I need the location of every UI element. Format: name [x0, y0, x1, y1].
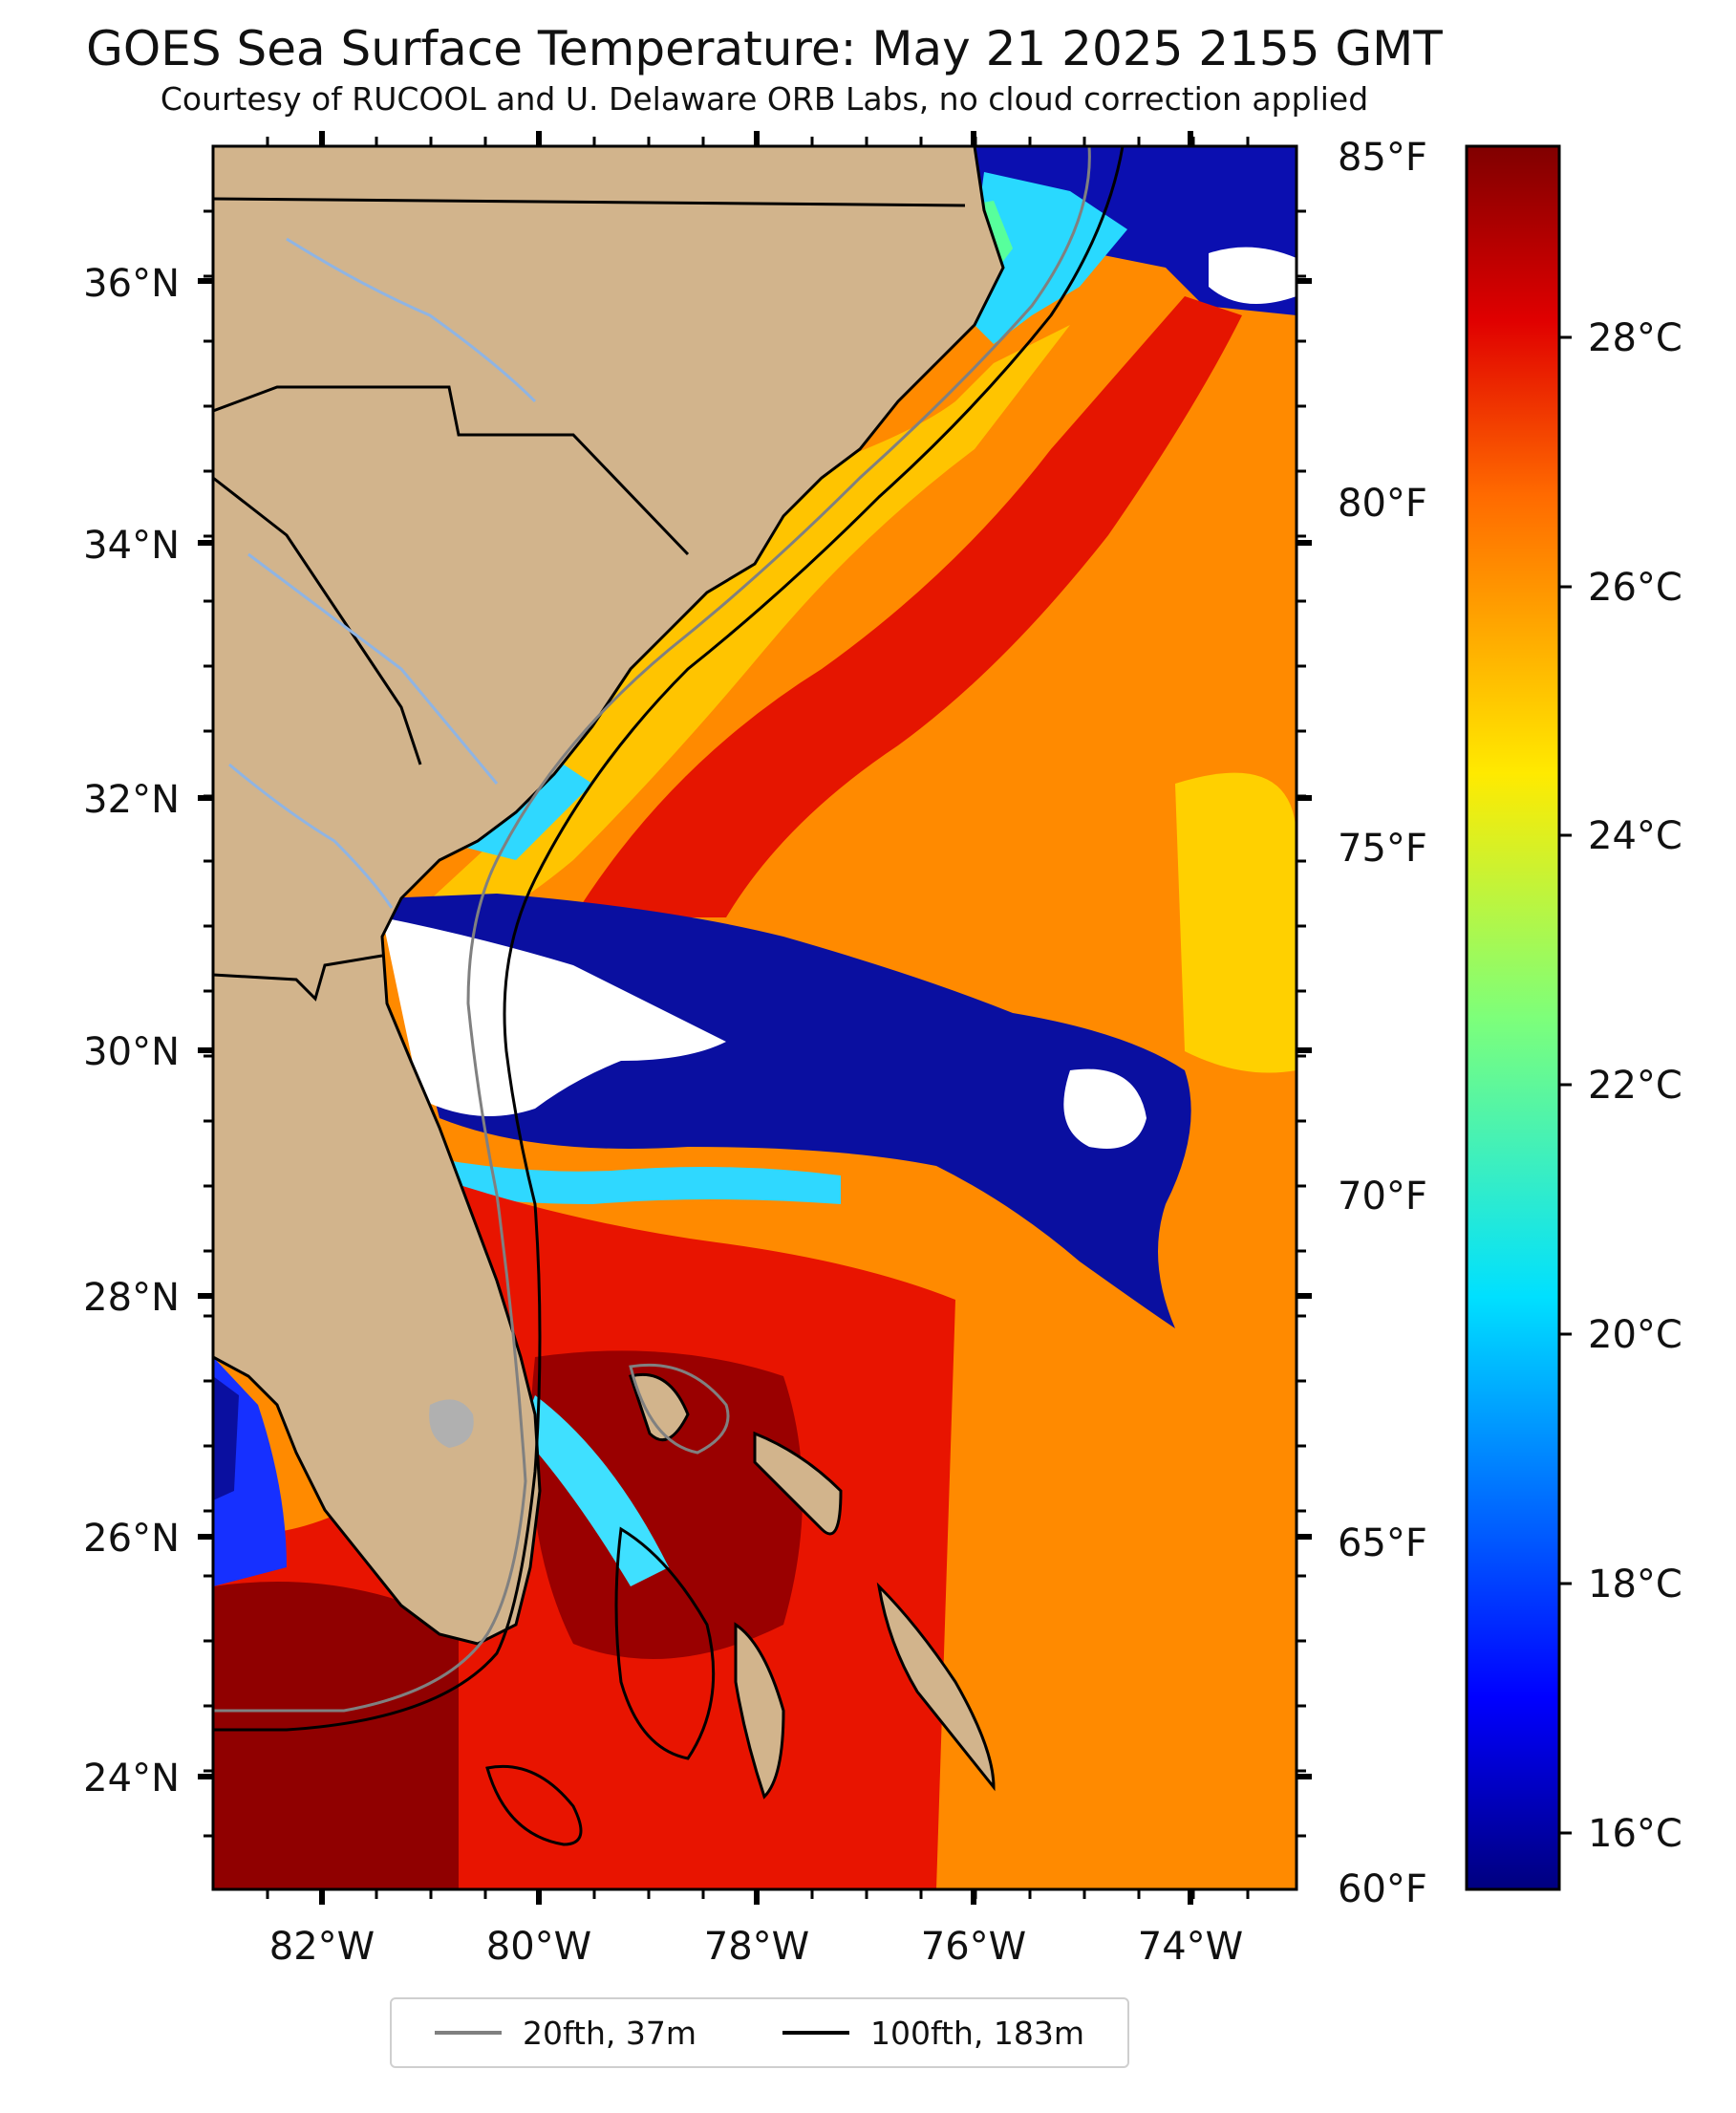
contour-bank-2	[614, 1526, 716, 1760]
c-label-16: 16°C	[1588, 1812, 1682, 1856]
legend-item-20fth: 20fth, 37m	[435, 2015, 697, 2052]
f-label-85: 85°F	[1338, 136, 1427, 180]
island-abaco	[753, 1431, 843, 1536]
island-andros	[734, 1622, 785, 1800]
c-label-22: 22°C	[1588, 1064, 1682, 1108]
f-label-80: 80°F	[1338, 482, 1427, 526]
c-label-24: 24°C	[1588, 814, 1682, 858]
legend-item-100fth: 100fth, 183m	[782, 2015, 1084, 2052]
cool-straits-florida	[521, 1395, 669, 1586]
river-3	[228, 763, 394, 909]
border-nc-sc	[213, 385, 690, 556]
legend-line-gray	[435, 2031, 502, 2035]
lat-label-28: 28°N	[83, 1276, 180, 1320]
lat-label-30: 30°N	[83, 1030, 180, 1074]
legend-line-black	[782, 2031, 849, 2035]
f-label-65: 65°F	[1338, 1521, 1427, 1565]
border-ga-fl	[213, 954, 383, 1002]
colorbar-ticks	[1559, 335, 1572, 1835]
map-ticks	[198, 131, 1312, 1905]
lat-label-24: 24°N	[83, 1757, 180, 1800]
border-va-nc	[213, 197, 966, 207]
cloud-north	[1209, 247, 1297, 304]
warm-core-straits	[213, 1582, 459, 1889]
contour-20fth	[213, 146, 1091, 1713]
cool-shelf-water-north	[965, 172, 1127, 344]
lake-okeechobee	[429, 1399, 474, 1448]
colorbar	[1465, 144, 1561, 1891]
c-label-28: 28°C	[1588, 316, 1682, 360]
land-southeast-us	[213, 146, 1005, 1646]
island-eleuthera	[876, 1582, 996, 1792]
lon-label-80: 80°W	[486, 1925, 591, 1969]
c-label-20: 20°C	[1588, 1313, 1682, 1357]
c-label-26: 26°C	[1588, 566, 1682, 610]
f-label-60: 60°F	[1338, 1867, 1427, 1911]
sst-map	[213, 146, 1297, 1889]
lat-label-36: 36°N	[83, 262, 180, 306]
lat-label-34: 34°N	[83, 524, 180, 568]
cold-gulf-west	[213, 1376, 239, 1500]
legend-label-20fth: 20fth, 37m	[523, 2014, 697, 2052]
lat-label-32: 32°N	[83, 778, 180, 822]
river-1	[286, 237, 537, 403]
gulf-stream-band	[573, 296, 1242, 917]
cloud-east	[1063, 1068, 1147, 1149]
c-label-18: 18°C	[1588, 1563, 1682, 1606]
fahrenheit-labels: 85°F 80°F 75°F 70°F 65°F 60°F	[1338, 136, 1427, 1911]
page-title: GOES Sea Surface Temperature: May 21 202…	[86, 21, 1443, 76]
lat-labels: 36°N 34°N 32°N 30°N 28°N 26°N 24°N	[83, 262, 180, 1800]
legend-label-100fth: 100fth, 183m	[870, 2014, 1084, 2052]
celsius-labels: 28°C 26°C 24°C 22°C 20°C 18°C 16°C	[1588, 316, 1682, 1856]
contour-bank-3	[485, 1764, 583, 1846]
island-grand-bahama	[629, 1372, 690, 1442]
contour-legend: 20fth, 37m 100fth, 183m	[390, 1997, 1129, 2068]
contour-100fth	[213, 146, 1125, 1732]
f-label-70: 70°F	[1338, 1175, 1427, 1218]
warm-core-bahamas	[530, 1350, 803, 1659]
border-sc-ga	[213, 476, 422, 765]
lon-label-74: 74°W	[1138, 1925, 1243, 1969]
f-label-75: 75°F	[1338, 827, 1427, 871]
lat-label-26: 26°N	[83, 1517, 180, 1561]
contour-bank-1	[629, 1363, 730, 1455]
lon-labels: 82°W 80°W 78°W 76°W 74°W	[269, 1925, 1243, 1969]
river-2	[247, 552, 499, 785]
offshore-yellow	[1175, 772, 1297, 1073]
lon-label-78: 78°W	[704, 1925, 809, 1969]
lon-label-82: 82°W	[269, 1925, 375, 1969]
lon-label-76: 76°W	[921, 1925, 1026, 1969]
page-subtitle: Courtesy of RUCOOL and U. Delaware ORB L…	[160, 80, 1369, 118]
